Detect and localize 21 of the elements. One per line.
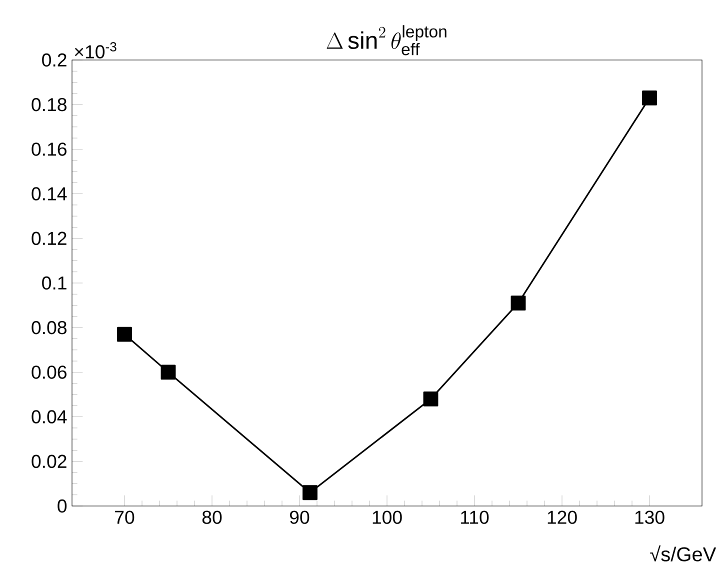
x-tick-label: 90 bbox=[290, 510, 310, 524]
x-tick-label: 70 bbox=[115, 510, 134, 524]
x-tick-label: 100 bbox=[372, 510, 402, 524]
y-tick-label: 0.08 bbox=[32, 320, 66, 334]
chart-title: $\Delta\sin^{2}\theta^{\mathrm{lepton}}_{\mathrm{eff}}$ bbox=[326, 25, 446, 56]
y-tick-label: 0.16 bbox=[32, 142, 66, 156]
y-tick-label: 0.18 bbox=[32, 98, 66, 112]
y-tick-label: 0.02 bbox=[32, 454, 66, 468]
y-tick-label: 0.04 bbox=[32, 410, 67, 424]
text: ×10$^{-3}$ bbox=[74, 42, 116, 58]
x-tick-label: 130 bbox=[635, 510, 664, 524]
y-tick-label: 0.1 bbox=[42, 276, 66, 290]
y-tick-label: 0 bbox=[58, 499, 67, 513]
x-tick-label: 80 bbox=[202, 510, 222, 524]
y-tick-label: 0.12 bbox=[32, 232, 66, 246]
y-tick-label: 0.14 bbox=[32, 187, 67, 200]
x-tick-label: 120 bbox=[548, 510, 577, 524]
y-tick-label: 0.2 bbox=[42, 53, 66, 67]
x-axis-title: √s/GeV bbox=[650, 545, 716, 562]
y-tick-label: 0.06 bbox=[32, 366, 66, 379]
x-tick-label: 110 bbox=[461, 510, 489, 524]
